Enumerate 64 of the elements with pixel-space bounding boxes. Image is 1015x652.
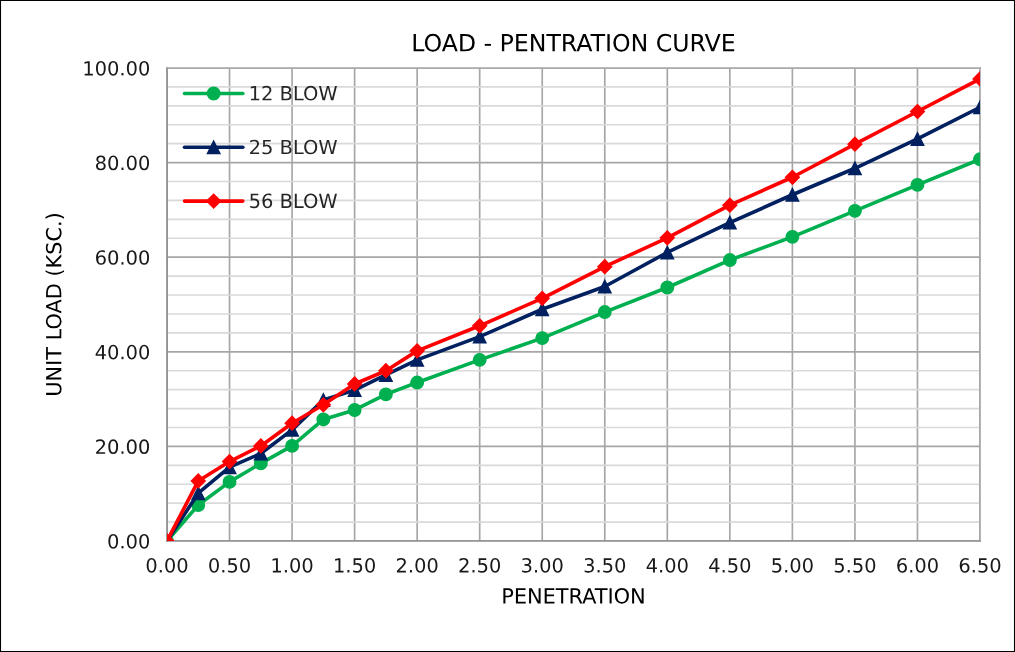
point [410, 375, 425, 390]
y-tick-label: 60.00 [96, 250, 150, 265]
x-tick-label: 6.50 [959, 558, 1001, 573]
point [535, 302, 550, 317]
x-tick-label: 1.00 [272, 558, 313, 573]
point [347, 403, 362, 417]
point [847, 136, 863, 152]
point [535, 331, 550, 346]
legend-label: 56 BLOW [250, 193, 337, 209]
point [597, 305, 612, 320]
x-tick-label: 0.50 [209, 558, 250, 573]
point [315, 397, 331, 413]
point [847, 161, 862, 176]
point [472, 352, 487, 367]
x-tick-label: 2.50 [459, 558, 501, 573]
point [597, 259, 613, 275]
point [378, 363, 394, 379]
point [472, 318, 488, 334]
point [785, 187, 800, 202]
point [222, 474, 237, 489]
point [909, 103, 926, 120]
point [910, 132, 925, 146]
x-tick-label: 5.00 [772, 558, 813, 573]
y-tick-label: 80.00 [95, 155, 150, 171]
x-axis-title: PENETRATION [503, 587, 644, 604]
point [378, 387, 393, 402]
point [722, 253, 737, 267]
legend-label: 12 BLOW [250, 85, 337, 101]
y-tick-label: 100.00 [84, 60, 150, 76]
point [910, 177, 925, 192]
point [409, 343, 425, 359]
y-axis-title: UNIT LOAD (KSC.) [45, 214, 65, 395]
y-tick-label: 40.00 [95, 344, 150, 360]
y-tick-label: 0.00 [108, 533, 150, 549]
point [285, 438, 300, 453]
point [190, 473, 206, 489]
chart-title: LOAD - PENTRATION CURVE [413, 33, 735, 52]
point [284, 415, 300, 431]
point [659, 230, 675, 246]
y-tick-label: 20.00 [96, 439, 150, 455]
point [253, 438, 269, 454]
x-tick-label: 4.50 [709, 558, 751, 573]
point [316, 412, 331, 427]
point [785, 229, 800, 244]
x-tick-label: 3.50 [584, 558, 626, 573]
legend-label: 25 BLOW [250, 139, 337, 155]
point [534, 290, 550, 306]
point [597, 279, 612, 294]
x-tick-label: 3.00 [522, 558, 563, 573]
x-tick-label: 2.00 [396, 558, 438, 573]
x-tick-label: 4.00 [646, 558, 688, 573]
point [660, 245, 675, 260]
point [221, 453, 238, 470]
x-tick-label: 0.00 [146, 558, 188, 573]
point [722, 215, 737, 230]
point [660, 280, 675, 295]
point [784, 169, 800, 185]
x-tick-label: 1.50 [335, 558, 375, 573]
point [347, 376, 363, 392]
x-tick-label: 6.00 [897, 558, 938, 573]
point [847, 203, 862, 218]
point [722, 197, 738, 213]
x-tick-label: 5.50 [834, 558, 876, 573]
point [191, 486, 206, 501]
